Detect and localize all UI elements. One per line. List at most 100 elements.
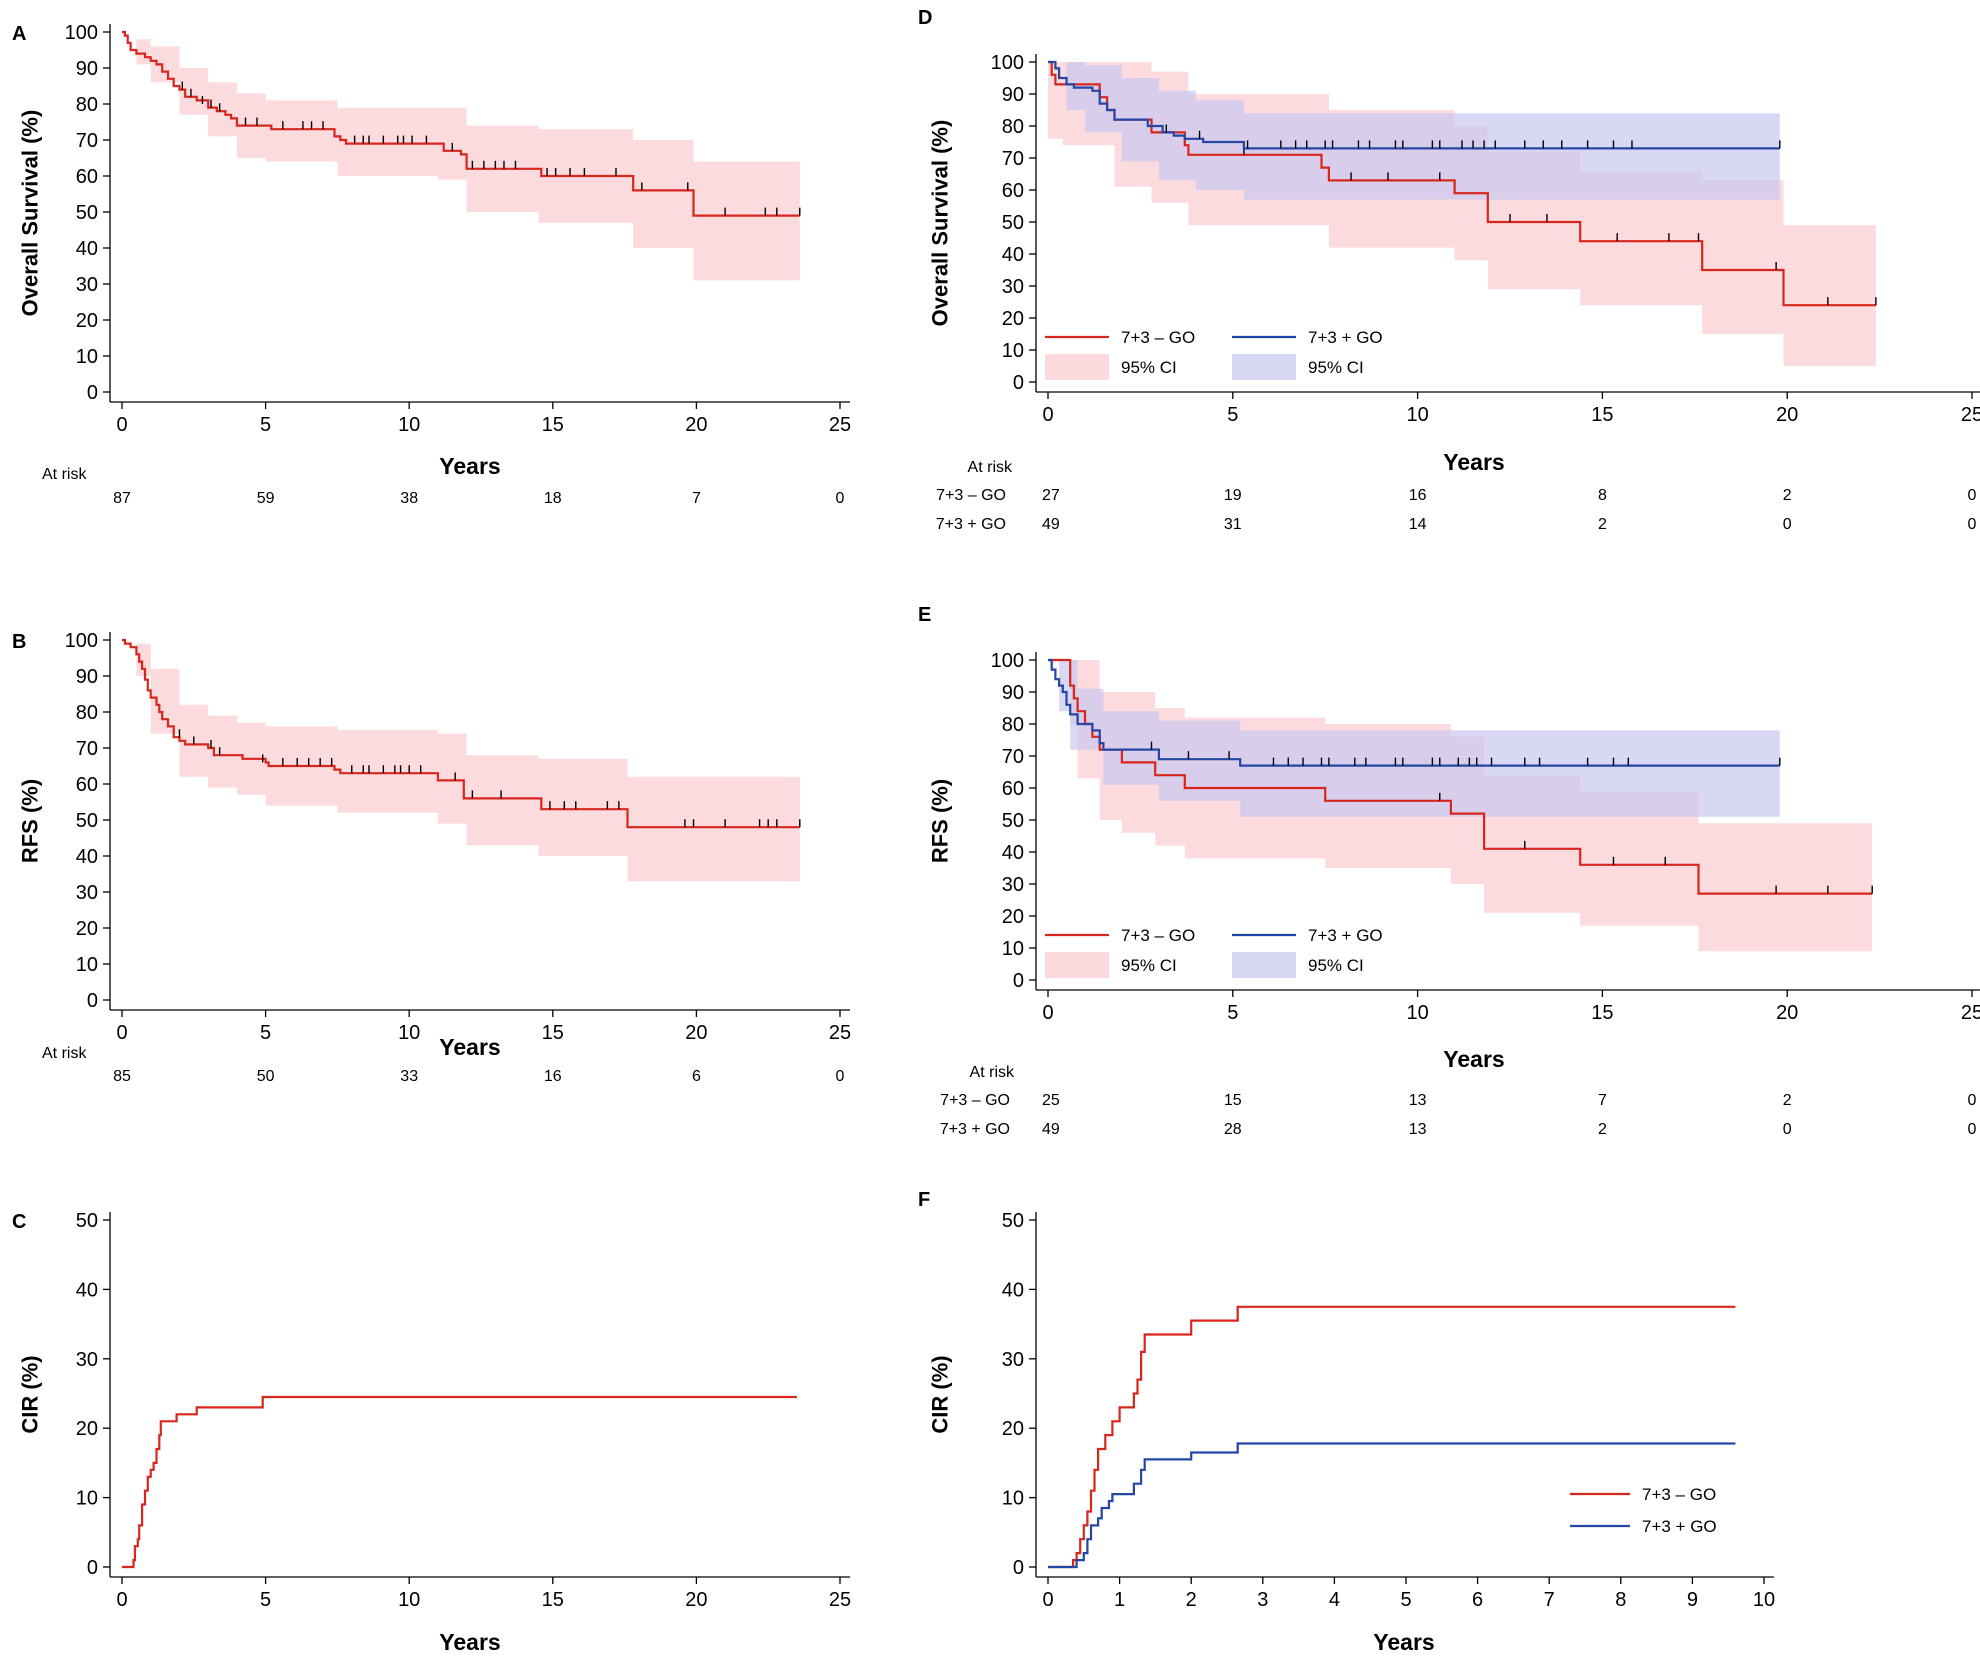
y-tick-label: 50 <box>1002 1210 1024 1232</box>
legend-label: 7+3 – GO <box>1642 1485 1716 1504</box>
legend-label: 7+3 – GO <box>1121 328 1195 347</box>
y-tick-label: 10 <box>76 346 98 368</box>
x-tick-label: 7 <box>1544 1589 1555 1611</box>
risk-value: 2 <box>1598 1121 1607 1138</box>
series-line-blue <box>1048 658 1780 767</box>
y-tick-label: 80 <box>1002 116 1024 138</box>
y-tick-label: 100 <box>65 630 98 652</box>
series-line-red <box>122 30 800 217</box>
x-tick-label: 5 <box>260 1589 271 1611</box>
y-tick-label: 80 <box>76 94 98 116</box>
x-tick-label: 10 <box>398 1022 420 1044</box>
risk-table-title: At risk <box>42 466 87 483</box>
y-tick-label: 60 <box>1002 180 1024 202</box>
x-tick-label: 5 <box>260 1022 271 1044</box>
y-tick-label: 70 <box>76 130 98 152</box>
risk-value: 0 <box>1968 516 1977 533</box>
x-tick-label: 20 <box>1776 1002 1798 1024</box>
x-tick-label: 10 <box>1406 404 1428 426</box>
x-axis-title: Years <box>439 1034 500 1060</box>
legend-label: 95% CI <box>1121 956 1177 975</box>
risk-value: 33 <box>400 1068 418 1085</box>
y-tick-label: 30 <box>1002 1349 1024 1371</box>
y-axis-title: CIR (%) <box>928 1355 953 1433</box>
legend-label: 95% CI <box>1308 358 1364 377</box>
legend-swatch-blue-ci <box>1232 354 1296 380</box>
series-line-blue <box>1048 1442 1736 1569</box>
x-tick-label: 15 <box>542 414 564 436</box>
x-tick-label: 25 <box>829 1589 851 1611</box>
legend-label: 7+3 + GO <box>1308 926 1383 945</box>
y-tick-label: 60 <box>76 166 98 188</box>
risk-value: 0 <box>1968 1092 1977 1109</box>
x-axis-title: Years <box>1443 449 1504 475</box>
x-tick-label: 1 <box>1114 1589 1125 1611</box>
x-tick-label: 10 <box>398 414 420 436</box>
risk-value: 49 <box>1042 1121 1060 1138</box>
risk-value: 27 <box>1042 487 1060 504</box>
x-tick-label: 15 <box>1591 1002 1613 1024</box>
y-tick-label: 100 <box>65 22 98 44</box>
y-tick-label: 50 <box>76 1210 98 1232</box>
y-tick-label: 90 <box>76 58 98 80</box>
risk-value: 28 <box>1224 1121 1242 1138</box>
x-tick-label: 0 <box>116 1589 127 1611</box>
y-tick-label: 0 <box>1013 1557 1024 1579</box>
y-tick-label: 0 <box>1013 372 1024 394</box>
panel-letter: A <box>12 23 26 45</box>
y-tick-label: 50 <box>76 202 98 224</box>
series-line-red <box>1048 1305 1736 1569</box>
y-tick-label: 90 <box>76 666 98 688</box>
risk-table-title: At risk <box>970 1064 1015 1081</box>
risk-value: 85 <box>113 1068 131 1085</box>
legend: 7+3 – GO 7+3 + GO <box>1570 1485 1717 1536</box>
y-tick-label: 20 <box>1002 308 1024 330</box>
x-tick-label: 10 <box>398 1589 420 1611</box>
ci-band-blue <box>1048 62 1780 200</box>
y-tick-label: 50 <box>76 810 98 832</box>
risk-value: 2 <box>1783 1092 1792 1109</box>
x-tick-label: 15 <box>542 1022 564 1044</box>
y-axis-title: Overall Survival (%) <box>18 110 43 317</box>
risk-value: 7 <box>1598 1092 1607 1109</box>
legend-label: 7+3 + GO <box>1642 1517 1717 1536</box>
y-axis-title: RFS (%) <box>928 779 953 863</box>
y-tick-label: 70 <box>1002 746 1024 768</box>
x-tick-label: 2 <box>1186 1589 1197 1611</box>
x-tick-label: 0 <box>1042 1002 1053 1024</box>
risk-value: 14 <box>1409 516 1427 533</box>
y-tick-label: 40 <box>76 1279 98 1301</box>
y-axis-title: CIR (%) <box>18 1355 43 1433</box>
legend-swatch-red-ci <box>1045 354 1109 380</box>
y-tick-label: 70 <box>76 738 98 760</box>
y-tick-label: 30 <box>1002 874 1024 896</box>
y-tick-label: 20 <box>1002 1418 1024 1440</box>
risk-value: 0 <box>1968 487 1977 504</box>
x-tick-label: 15 <box>542 1589 564 1611</box>
legend: 7+3 – GO 7+3 + GO 95% CI 95% CI <box>1045 328 1383 380</box>
risk-value: 49 <box>1042 516 1060 533</box>
x-tick-label: 20 <box>685 1589 707 1611</box>
y-tick-label: 30 <box>76 882 98 904</box>
risk-value: 16 <box>1409 487 1427 504</box>
x-tick-label: 10 <box>1406 1002 1428 1024</box>
risk-value: 0 <box>1783 1121 1792 1138</box>
x-tick-label: 0 <box>1042 1589 1053 1611</box>
y-tick-label: 40 <box>76 238 98 260</box>
risk-row-label: 7+3 + GO <box>936 516 1006 533</box>
y-tick-label: 10 <box>76 954 98 976</box>
risk-value: 15 <box>1224 1092 1242 1109</box>
panel-c: C 0 10 20 30 40 50 0 5 10 15 20 25 CIR (%) Years <box>12 1210 851 1655</box>
y-tick-label: 10 <box>1002 938 1024 960</box>
risk-value: 59 <box>257 490 275 507</box>
risk-row-label: 7+3 – GO <box>940 1092 1010 1109</box>
risk-value: 13 <box>1409 1121 1427 1138</box>
y-tick-label: 90 <box>1002 682 1024 704</box>
x-tick-label: 20 <box>685 414 707 436</box>
y-tick-label: 0 <box>87 990 98 1012</box>
x-axis-title: Years <box>1443 1046 1504 1072</box>
panel-letter: D <box>918 7 932 29</box>
